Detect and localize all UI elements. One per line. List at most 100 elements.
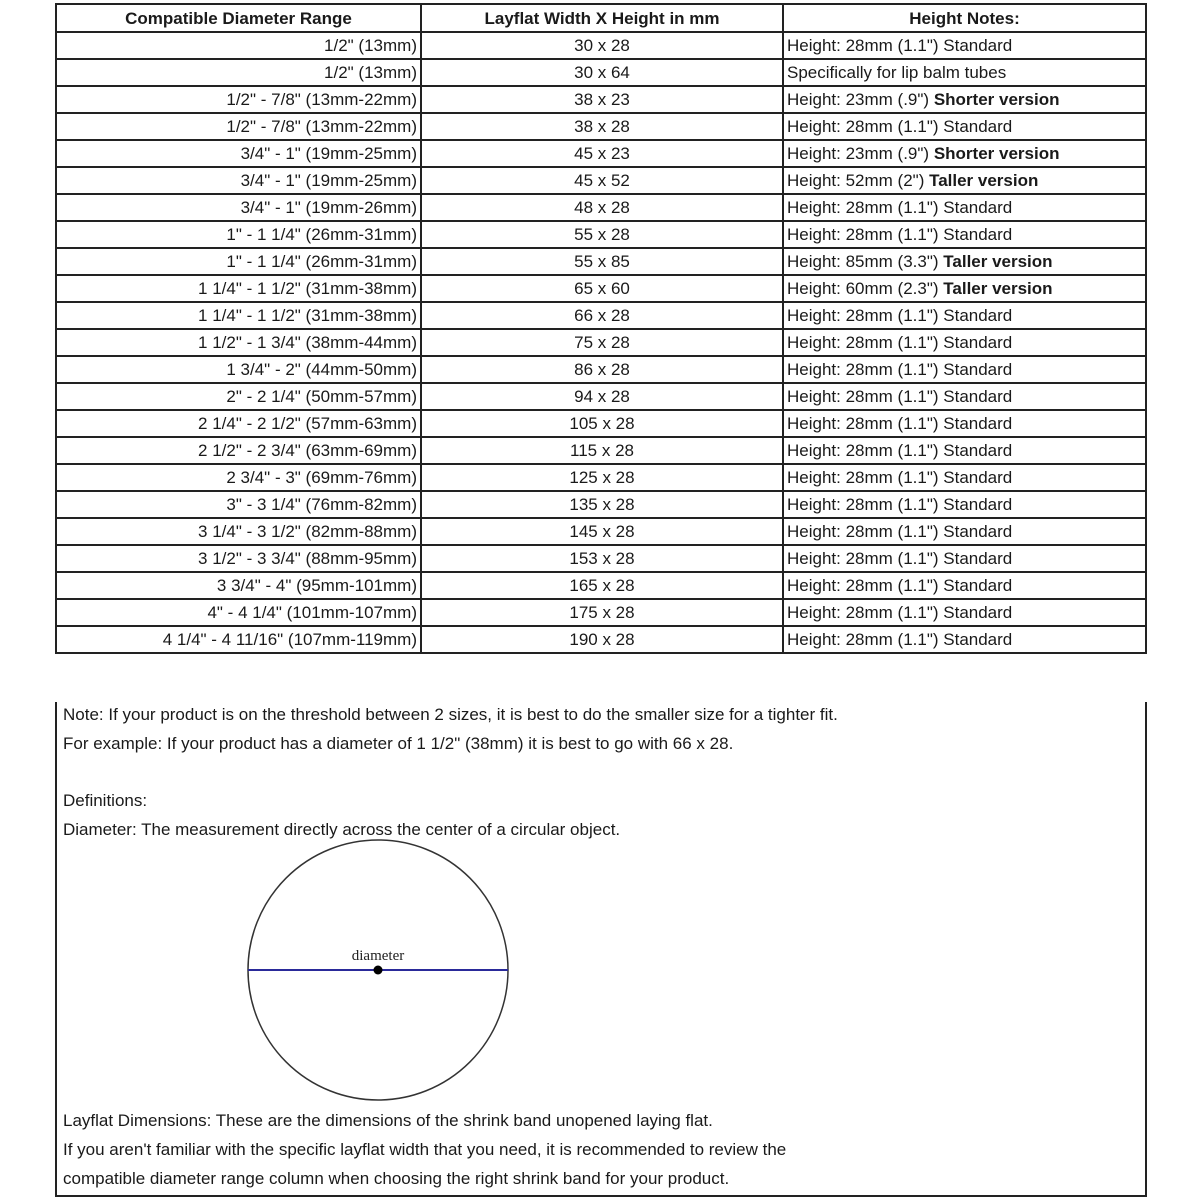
- table-row: 1 3/4" - 2" (44mm-50mm) 86 x 28 Height: …: [55, 355, 1147, 384]
- diameter-range-cell: 3/4" - 1" (19mm-25mm): [55, 139, 422, 168]
- layflat-size-cell: 55 x 28: [420, 220, 784, 249]
- height-note-text: Height: 28mm (1.1") Standard: [787, 333, 1013, 352]
- diameter-range-cell: 1/2" (13mm): [55, 58, 422, 87]
- threshold-note: Note: If your product is on the threshol…: [63, 705, 838, 724]
- layflat-size-cell: 165 x 28: [420, 571, 784, 600]
- layflat-size-cell: 38 x 28: [420, 112, 784, 141]
- height-note-cell: Height: 28mm (1.1") Standard: [782, 112, 1147, 141]
- layflat-size-cell: 55 x 85: [420, 247, 784, 276]
- height-note-cell: Specifically for lip balm tubes: [782, 58, 1147, 87]
- diameter-label: diameter: [352, 948, 404, 964]
- diameter-diagram: diameter: [247, 839, 509, 1101]
- layflat-size-cell: 45 x 23: [420, 139, 784, 168]
- table-row: 1/2" (13mm) 30 x 64 Specifically for lip…: [55, 58, 1147, 87]
- height-note-cell: Height: 23mm (.9") Shorter version: [782, 139, 1147, 168]
- diameter-definition: Diameter: The measurement directly acros…: [63, 820, 621, 839]
- layflat-advice-2: compatible diameter range column when ch…: [63, 1169, 730, 1188]
- layflat-size-cell: 45 x 52: [420, 166, 784, 195]
- table-row: 2" - 2 1/4" (50mm-57mm) 94 x 28 Height: …: [55, 382, 1147, 411]
- height-note-emphasis: Shorter version: [933, 144, 1060, 163]
- height-note-emphasis: Taller version: [943, 279, 1053, 298]
- height-note-text: Height: 28mm (1.1") Standard: [787, 603, 1013, 622]
- height-note-text: Height: 28mm (1.1") Standard: [787, 198, 1013, 217]
- layflat-size-cell: 145 x 28: [420, 517, 784, 546]
- height-note-cell: Height: 28mm (1.1") Standard: [782, 409, 1147, 438]
- notes-section: Note: If your product is on the threshol…: [55, 702, 1147, 1197]
- table-row: 4" - 4 1/4" (101mm-107mm) 175 x 28 Heigh…: [55, 598, 1147, 627]
- table-row: 2 1/2" - 2 3/4" (63mm-69mm) 115 x 28 Hei…: [55, 436, 1147, 465]
- layflat-size-cell: 135 x 28: [420, 490, 784, 519]
- layflat-size-cell: 125 x 28: [420, 463, 784, 492]
- height-note-cell: Height: 28mm (1.1") Standard: [782, 544, 1147, 573]
- size-chart-table: Compatible Diameter Range Layflat Width …: [55, 3, 1147, 654]
- height-note-text: Height: 52mm (2"): [787, 171, 930, 190]
- diameter-range-cell: 1" - 1 1/4" (26mm-31mm): [55, 220, 422, 249]
- layflat-size-cell: 86 x 28: [420, 355, 784, 384]
- height-note-cell: Height: 28mm (1.1") Standard: [782, 382, 1147, 411]
- diameter-range-cell: 2 3/4" - 3" (69mm-76mm): [55, 463, 422, 492]
- height-note-text: Height: 28mm (1.1") Standard: [787, 414, 1013, 433]
- header-diameter-range: Compatible Diameter Range: [55, 3, 422, 33]
- height-note-cell: Height: 28mm (1.1") Standard: [782, 517, 1147, 546]
- layflat-definition: Layflat Dimensions: These are the dimens…: [63, 1111, 713, 1130]
- table-row: 4 1/4" - 4 11/16" (107mm-119mm) 190 x 28…: [55, 625, 1147, 654]
- height-note-cell: Height: 85mm (3.3") Taller version: [782, 247, 1147, 276]
- table-row: 3/4" - 1" (19mm-26mm) 48 x 28 Height: 28…: [55, 193, 1147, 222]
- height-note-cell: Height: 60mm (2.3") Taller version: [782, 274, 1147, 303]
- layflat-size-cell: 105 x 28: [420, 409, 784, 438]
- table-row: 1 1/4" - 1 1/2" (31mm-38mm) 66 x 28 Heig…: [55, 301, 1147, 330]
- diameter-range-cell: 1/2" - 7/8" (13mm-22mm): [55, 85, 422, 114]
- diameter-range-cell: 2" - 2 1/4" (50mm-57mm): [55, 382, 422, 411]
- layflat-size-cell: 38 x 23: [420, 85, 784, 114]
- height-note-cell: Height: 28mm (1.1") Standard: [782, 355, 1147, 384]
- height-note-cell: Height: 28mm (1.1") Standard: [782, 436, 1147, 465]
- table-row: 1" - 1 1/4" (26mm-31mm) 55 x 85 Height: …: [55, 247, 1147, 276]
- header-layflat-size: Layflat Width X Height in mm: [420, 3, 784, 33]
- height-note-cell: Height: 52mm (2") Taller version: [782, 166, 1147, 195]
- diameter-range-cell: 3/4" - 1" (19mm-25mm): [55, 166, 422, 195]
- table-row: 3/4" - 1" (19mm-25mm) 45 x 52 Height: 52…: [55, 166, 1147, 195]
- table-row: 1 1/4" - 1 1/2" (31mm-38mm) 65 x 60 Heig…: [55, 274, 1147, 303]
- height-note-cell: Height: 28mm (1.1") Standard: [782, 193, 1147, 222]
- height-note-text: Height: 28mm (1.1") Standard: [787, 441, 1013, 460]
- diameter-range-cell: 1 1/2" - 1 3/4" (38mm-44mm): [55, 328, 422, 357]
- diameter-range-cell: 1/2" - 7/8" (13mm-22mm): [55, 112, 422, 141]
- center-point: [373, 965, 383, 975]
- table-row: 1" - 1 1/4" (26mm-31mm) 55 x 28 Height: …: [55, 220, 1147, 249]
- height-note-text: Height: 28mm (1.1") Standard: [787, 549, 1013, 568]
- height-note-cell: Height: 28mm (1.1") Standard: [782, 490, 1147, 519]
- height-note-cell: Height: 28mm (1.1") Standard: [782, 220, 1147, 249]
- table-row: 3 3/4" - 4" (95mm-101mm) 165 x 28 Height…: [55, 571, 1147, 600]
- layflat-advice-1: If you aren't familiar with the specific…: [63, 1140, 787, 1159]
- diameter-range-cell: 2 1/4" - 2 1/2" (57mm-63mm): [55, 409, 422, 438]
- height-note-text: Height: 28mm (1.1") Standard: [787, 117, 1013, 136]
- layflat-size-cell: 153 x 28: [420, 544, 784, 573]
- table-header-row: Compatible Diameter Range Layflat Width …: [55, 3, 1147, 33]
- height-note-text: Height: 28mm (1.1") Standard: [787, 306, 1013, 325]
- layflat-size-cell: 48 x 28: [420, 193, 784, 222]
- height-note-text: Height: 23mm (.9"): [787, 144, 934, 163]
- height-note-text: Height: 28mm (1.1") Standard: [787, 495, 1013, 514]
- diameter-range-cell: 1 1/4" - 1 1/2" (31mm-38mm): [55, 274, 422, 303]
- diameter-range-cell: 3 3/4" - 4" (95mm-101mm): [55, 571, 422, 600]
- table-row: 1/2" - 7/8" (13mm-22mm) 38 x 23 Height: …: [55, 85, 1147, 114]
- table-row: 1/2" - 7/8" (13mm-22mm) 38 x 28 Height: …: [55, 112, 1147, 141]
- height-note-cell: Height: 28mm (1.1") Standard: [782, 463, 1147, 492]
- table-row: 3" - 3 1/4" (76mm-82mm) 135 x 28 Height:…: [55, 490, 1147, 519]
- height-note-cell: Height: 28mm (1.1") Standard: [782, 31, 1147, 60]
- height-note-text: Height: 28mm (1.1") Standard: [787, 630, 1013, 649]
- layflat-size-cell: 175 x 28: [420, 598, 784, 627]
- height-note-text: Height: 28mm (1.1") Standard: [787, 522, 1013, 541]
- table-row: 1/2" (13mm) 30 x 28 Height: 28mm (1.1") …: [55, 31, 1147, 60]
- diameter-range-cell: 3 1/4" - 3 1/2" (82mm-88mm): [55, 517, 422, 546]
- height-note-text: Height: 28mm (1.1") Standard: [787, 387, 1013, 406]
- height-note-cell: Height: 28mm (1.1") Standard: [782, 328, 1147, 357]
- diameter-range-cell: 3" - 3 1/4" (76mm-82mm): [55, 490, 422, 519]
- layflat-size-cell: 94 x 28: [420, 382, 784, 411]
- example-note: For example: If your product has a diame…: [63, 734, 734, 753]
- diameter-range-cell: 1 1/4" - 1 1/2" (31mm-38mm): [55, 301, 422, 330]
- diameter-range-cell: 1/2" (13mm): [55, 31, 422, 60]
- height-note-text: Height: 23mm (.9"): [787, 90, 934, 109]
- diameter-range-cell: 4" - 4 1/4" (101mm-107mm): [55, 598, 422, 627]
- height-note-text: Height: 85mm (3.3"): [787, 252, 944, 271]
